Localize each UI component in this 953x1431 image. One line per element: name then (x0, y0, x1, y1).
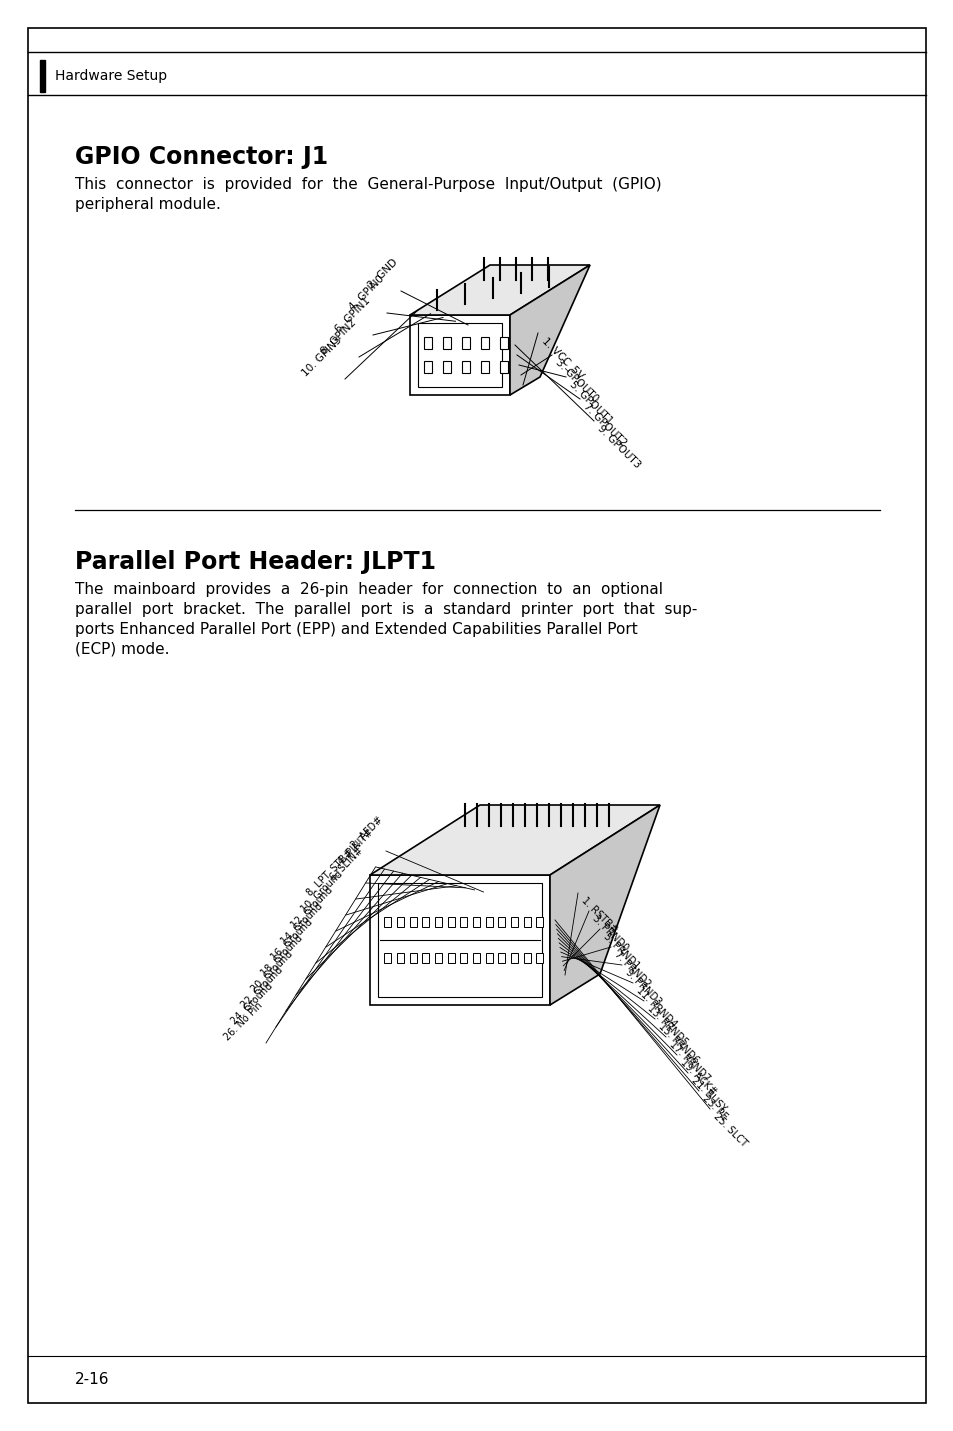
Text: 9. PRND3: 9. PRND3 (623, 967, 663, 1007)
Bar (435, 917, 441, 927)
Text: 16. Ground: 16. Ground (270, 917, 314, 962)
Bar (473, 953, 479, 963)
Bar (480, 361, 489, 373)
Bar (498, 953, 505, 963)
Bar (461, 336, 470, 349)
Bar (461, 361, 470, 373)
Bar (410, 917, 416, 927)
Polygon shape (370, 874, 550, 1005)
Bar (410, 953, 416, 963)
Bar (499, 361, 507, 373)
Bar (422, 953, 429, 963)
Text: Parallel Port Header: JLPT1: Parallel Port Header: JLPT1 (75, 550, 436, 574)
Text: 6. GPIN1: 6. GPIN1 (333, 295, 372, 333)
Text: 9. GPOUT3: 9. GPOUT3 (596, 424, 642, 469)
Text: 15. PRND6: 15. PRND6 (657, 1020, 700, 1065)
Text: Hardware Setup: Hardware Setup (55, 69, 167, 83)
Bar (523, 953, 530, 963)
Text: 14. Ground: 14. Ground (279, 900, 325, 946)
Text: 2. AFD#: 2. AFD# (349, 814, 385, 850)
Bar (460, 917, 467, 927)
Bar (396, 917, 404, 927)
Text: 5. GPOUT1: 5. GPOUT1 (567, 379, 614, 426)
Bar (423, 361, 432, 373)
Bar (447, 953, 455, 963)
Text: 21. BUSY: 21. BUSY (689, 1075, 728, 1113)
Bar (396, 953, 404, 963)
Bar (536, 917, 543, 927)
Text: 4. GPIN0: 4. GPIN0 (347, 273, 386, 312)
Text: 18. Ground: 18. Ground (259, 933, 305, 977)
Bar (423, 336, 432, 349)
Bar (417, 323, 501, 386)
Bar (536, 953, 543, 963)
Bar (498, 917, 505, 927)
Text: parallel  port  bracket.  The  parallel  port  is  a  standard  printer  port  t: parallel port bracket. The parallel port… (75, 602, 697, 617)
Bar (422, 917, 429, 927)
Text: 7. GPOUT2: 7. GPOUT2 (581, 401, 628, 448)
Polygon shape (550, 806, 659, 1005)
Text: 1. RSTB#: 1. RSTB# (579, 894, 618, 934)
Bar (523, 917, 530, 927)
Bar (485, 953, 493, 963)
Bar (377, 883, 541, 997)
Text: 6. SLIN#: 6. SLIN# (328, 846, 365, 881)
Text: 2-16: 2-16 (75, 1371, 110, 1387)
Polygon shape (410, 265, 589, 315)
Bar (384, 953, 391, 963)
Text: 7. PRND2: 7. PRND2 (613, 949, 652, 989)
Bar (511, 953, 517, 963)
Bar (442, 361, 451, 373)
Polygon shape (370, 806, 659, 874)
Text: 1. VCC_5V: 1. VCC_5V (539, 335, 585, 381)
Text: 10. Ground: 10. Ground (299, 869, 345, 914)
Text: The  mainboard  provides  a  26-pin  header  for  connection  to  an  optional: The mainboard provides a 26-pin header f… (75, 582, 662, 597)
Text: 13. PRND5: 13. PRND5 (645, 1003, 689, 1047)
Text: 22. Ground: 22. Ground (239, 964, 285, 1010)
Text: 26. No Pin: 26. No Pin (223, 1000, 265, 1042)
Text: 17. PRND7: 17. PRND7 (667, 1039, 712, 1083)
Bar (480, 336, 489, 349)
Text: 2. GND: 2. GND (366, 256, 399, 290)
Text: 4. PINIT#: 4. PINIT# (335, 827, 375, 866)
Bar (384, 917, 391, 927)
Text: 3. PRND0: 3. PRND0 (590, 913, 630, 953)
Text: 10. GPIN3: 10. GPIN3 (300, 335, 344, 378)
Bar (435, 953, 441, 963)
Text: 8. GPIN2: 8. GPIN2 (318, 318, 357, 356)
Text: This  connector  is  provided  for  the  General-Purpose  Input/Output  (GPIO): This connector is provided for the Gener… (75, 177, 661, 192)
Bar (460, 953, 467, 963)
Text: 5. PRND1: 5. PRND1 (601, 932, 641, 970)
Text: 12. Ground: 12. Ground (290, 884, 335, 930)
Bar (511, 917, 517, 927)
Text: GPIO Connector: J1: GPIO Connector: J1 (75, 145, 328, 169)
Text: 25. SLCT: 25. SLCT (711, 1110, 749, 1149)
Text: 11. PRND4: 11. PRND4 (635, 985, 679, 1029)
Text: ports Enhanced Parallel Port (EPP) and Extended Capabilities Parallel Port: ports Enhanced Parallel Port (EPP) and E… (75, 622, 638, 637)
Bar (499, 336, 507, 349)
Bar (447, 917, 455, 927)
Polygon shape (410, 315, 510, 395)
Bar (442, 336, 451, 349)
Text: 19. ACK#: 19. ACK# (679, 1058, 718, 1096)
Text: peripheral module.: peripheral module. (75, 197, 221, 212)
Text: 8. LPT_STB#: 8. LPT_STB# (304, 847, 355, 899)
Text: 3. GPOUT0: 3. GPOUT0 (554, 356, 600, 404)
Text: 23. PE: 23. PE (700, 1093, 729, 1122)
Text: (ECP) mode.: (ECP) mode. (75, 643, 170, 657)
Bar (473, 917, 479, 927)
Bar (40, 60, 45, 92)
Polygon shape (510, 265, 589, 395)
Bar (485, 917, 493, 927)
Text: 20. Ground: 20. Ground (250, 949, 294, 995)
Text: 24. Ground: 24. Ground (230, 980, 274, 1026)
